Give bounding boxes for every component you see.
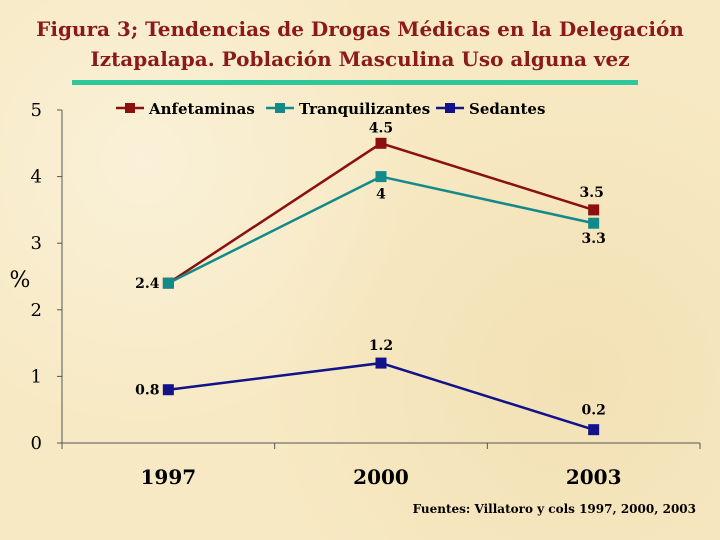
data-point (375, 357, 387, 369)
data-label: 4 (376, 187, 386, 203)
y-tick-label: 2 (31, 300, 42, 321)
source-note: Fuentes: Villatoro y cols 1997, 2000, 20… (412, 502, 696, 516)
data-label: 1.2 (369, 338, 393, 354)
legend-entry-label: Tranquilizantes (299, 100, 430, 118)
x-tick-label: 2003 (566, 465, 622, 489)
legend-marker (125, 103, 135, 113)
y-tick-label: 4 (31, 167, 42, 188)
data-point (588, 217, 600, 229)
chart-title-line2: Iztapalapa. Población Masculina Uso algu… (90, 47, 630, 71)
chart-title: Figura 3; Tendencias de Drogas Médicas e… (0, 14, 720, 74)
y-tick-label: 5 (31, 100, 42, 121)
y-tick-label: 3 (31, 233, 42, 254)
legend-entry-label: Sedantes (469, 100, 545, 118)
legend-entry-label: Anfetaminas (148, 100, 255, 118)
series-line (167, 141, 595, 285)
x-tick-label: 2000 (353, 465, 409, 489)
data-label: 3.5 (579, 185, 603, 201)
chart-title-line1: Figura 3; Tendencias de Drogas Médicas e… (36, 17, 684, 41)
legend-marker (445, 103, 455, 113)
chart-axes: 0 1 2 3 4 5% 1997 2000 2003 (10, 100, 701, 489)
chart-series: 4.5 3.5 2.4 4 3.3 0.8 1.2 0.2 (135, 120, 606, 436)
data-label: 0.2 (581, 403, 605, 419)
data-point (162, 277, 174, 289)
chart-legend: Anfetaminas Tranquilizantes Sedantes (116, 100, 545, 118)
title-divider (72, 80, 638, 85)
data-point (162, 384, 174, 396)
y-tick-label: 0 (31, 433, 42, 454)
y-tick-label: 1 (31, 366, 42, 387)
data-label: 3.3 (581, 231, 605, 247)
y-axis-label: % (10, 268, 31, 293)
series-line (168, 361, 595, 431)
data-point (375, 171, 387, 183)
x-tick-label: 1997 (140, 465, 196, 489)
data-point (588, 204, 600, 216)
data-point (375, 137, 387, 149)
data-label: 0.8 (135, 383, 159, 399)
data-label: 4.5 (369, 120, 393, 136)
data-point (588, 424, 600, 436)
data-label: 2.4 (135, 276, 160, 292)
legend-marker (275, 103, 285, 113)
